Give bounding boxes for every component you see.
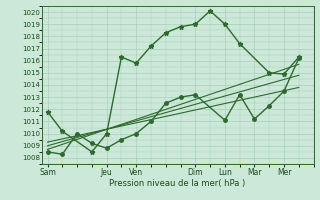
- X-axis label: Pression niveau de la mer( hPa ): Pression niveau de la mer( hPa ): [109, 179, 246, 188]
